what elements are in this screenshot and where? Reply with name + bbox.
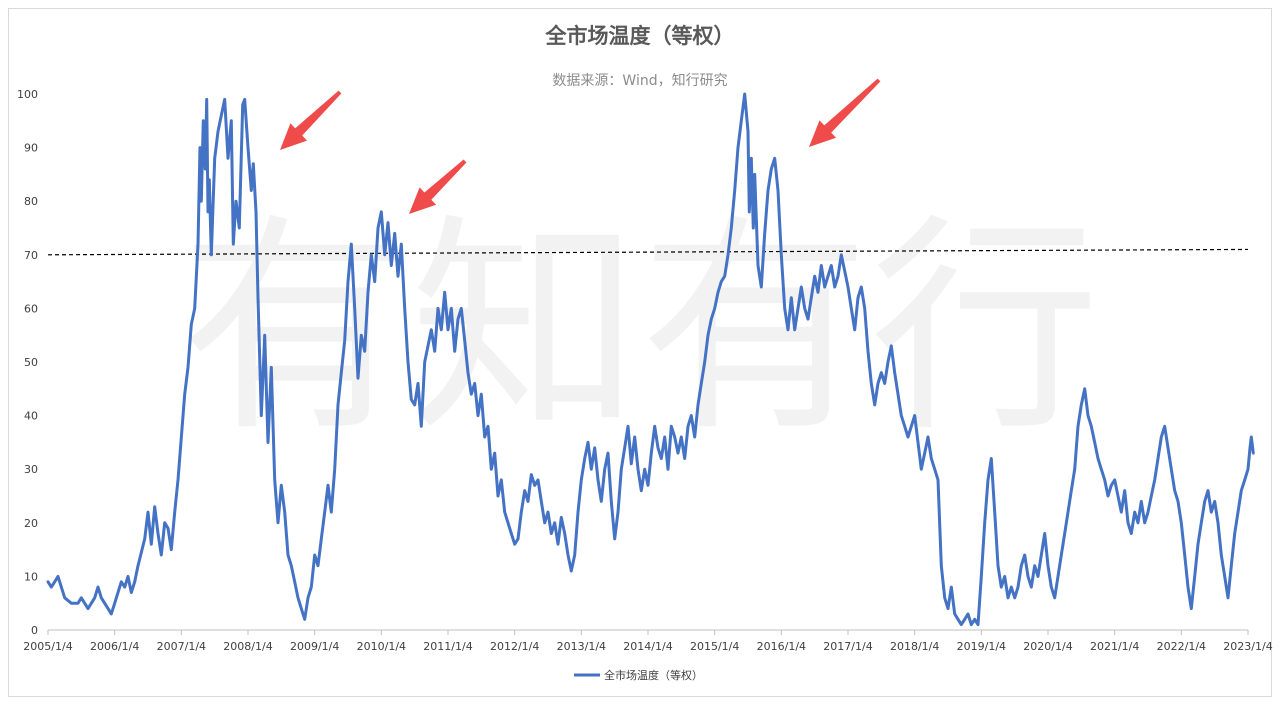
x-tick-label: 2014/1/4 — [623, 640, 672, 653]
x-tick-label: 2009/1/4 — [290, 640, 339, 653]
y-tick-label: 30 — [24, 463, 38, 476]
red-arrow-annotation — [280, 90, 342, 150]
x-tick-label: 2018/1/4 — [890, 640, 939, 653]
legend: 全市场温度（等权） — [574, 668, 703, 682]
x-axis: 2005/1/4 2006/1/4 2007/1/4 2008/1/4 2009/1/4… — [23, 629, 1273, 653]
y-tick-label: 50 — [24, 356, 38, 369]
x-tick-label: 2015/1/4 — [690, 640, 739, 653]
x-tick-label: 2007/1/4 — [157, 640, 206, 653]
x-tick-label: 2013/1/4 — [557, 640, 606, 653]
y-tick-label: 20 — [24, 517, 38, 530]
y-tick-label: 40 — [24, 410, 38, 423]
x-tick-label: 2016/1/4 — [757, 640, 806, 653]
x-tick-label: 2005/1/4 — [23, 640, 72, 653]
y-tick-label: 100 — [17, 88, 38, 101]
watermark: 有知有行 — [180, 196, 1100, 463]
y-tick-label: 10 — [24, 570, 38, 583]
red-arrow-annotation — [809, 78, 881, 147]
chart-title: 全市场温度（等权） — [545, 24, 735, 48]
red-arrow-annotation — [409, 159, 467, 214]
y-tick-label: 0 — [31, 624, 38, 637]
y-tick-label: 80 — [24, 195, 38, 208]
x-tick-label: 2017/1/4 — [823, 640, 872, 653]
y-tick-label: 70 — [24, 249, 38, 262]
annotation-arrows — [280, 78, 881, 214]
series-line — [46, 92, 1255, 627]
x-tick-label: 2020/1/4 — [1023, 640, 1072, 653]
x-tick-label: 2019/1/4 — [957, 640, 1006, 653]
x-tick-label: 2022/1/4 — [1157, 640, 1206, 653]
legend-label: 全市场温度（等权） — [604, 668, 703, 682]
y-tick-label: 60 — [24, 302, 38, 315]
series-group — [46, 92, 1255, 627]
x-tick-label: 2006/1/4 — [90, 640, 139, 653]
y-tick-label: 90 — [24, 142, 38, 155]
x-tick-label: 2023/1/4 — [1223, 640, 1272, 653]
x-tick-label: 2008/1/4 — [223, 640, 272, 653]
y-axis: 0 10 20 30 40 50 60 70 80 90 100 — [17, 88, 38, 637]
chart-subtitle: 数据来源：Wind，知行研究 — [552, 73, 728, 89]
x-tick-label: 2012/1/4 — [490, 640, 539, 653]
x-tick-label: 2021/1/4 — [1090, 640, 1139, 653]
x-tick-label: 2011/1/4 — [423, 640, 472, 653]
x-tick-label: 2010/1/4 — [357, 640, 406, 653]
